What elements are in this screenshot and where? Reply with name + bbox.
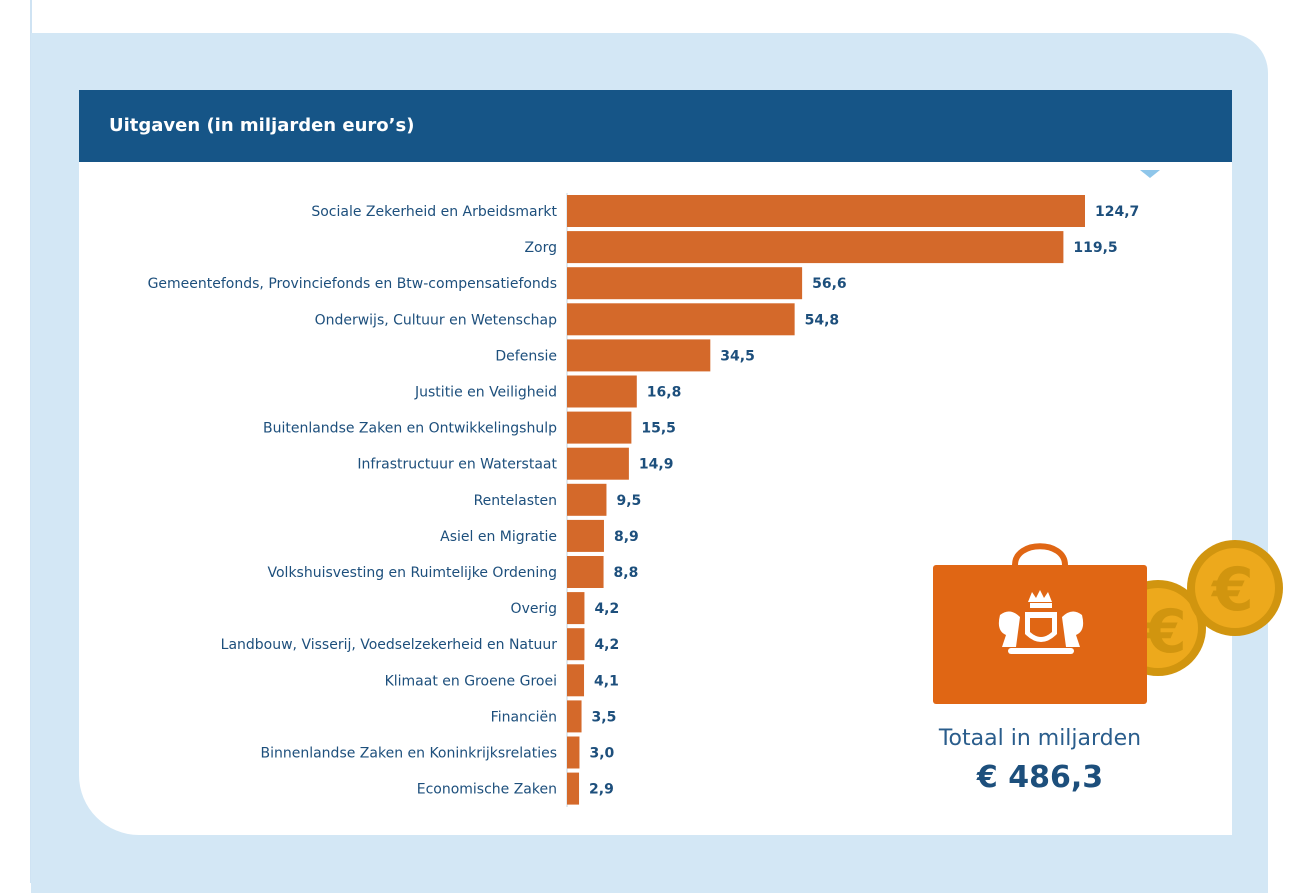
- value-label: 124,7: [1095, 204, 1139, 220]
- value-label: 16,8: [647, 385, 682, 401]
- bar: [567, 664, 585, 697]
- category-label: Landbouw, Visserij, Voedselzekerheid en …: [221, 637, 558, 653]
- total-value: € 486,3: [976, 760, 1104, 795]
- bar: [567, 736, 580, 769]
- bar: [567, 447, 629, 480]
- bar: [567, 483, 607, 516]
- category-label: Overig: [511, 601, 557, 617]
- triangle-marker-icon: [1140, 170, 1160, 178]
- bar: [567, 700, 582, 733]
- category-label: Klimaat en Groene Groei: [385, 673, 557, 689]
- value-label: 8,9: [614, 529, 639, 545]
- bar: [567, 411, 632, 444]
- value-label: 34,5: [720, 348, 755, 364]
- category-label: Sociale Zekerheid en Arbeidsmarkt: [311, 204, 557, 220]
- category-label: Asiel en Migratie: [440, 529, 557, 545]
- bar: [567, 339, 711, 372]
- category-label: Infrastructuur en Waterstaat: [357, 457, 557, 473]
- total-label: Totaal in miljarden: [938, 726, 1142, 751]
- category-label: Buitenlandse Zaken en Ontwikkelingshulp: [263, 421, 557, 437]
- value-label: 4,1: [594, 673, 619, 689]
- value-label: 4,2: [594, 637, 619, 653]
- category-label: Justitie en Veiligheid: [414, 385, 557, 401]
- bar: [567, 375, 637, 408]
- bar: [567, 303, 795, 336]
- category-label: Defensie: [495, 348, 557, 364]
- bar: [567, 772, 580, 805]
- value-label: 4,2: [594, 601, 619, 617]
- briefcase-coins-icon: € €: [933, 540, 1283, 704]
- value-label: 119,5: [1073, 240, 1117, 256]
- value-label: 3,0: [589, 746, 614, 762]
- value-label: 54,8: [805, 312, 840, 328]
- category-label: Onderwijs, Cultuur en Wetenschap: [315, 312, 558, 328]
- chart-title: Uitgaven (in miljarden euro’s): [79, 90, 1232, 162]
- bar: [567, 628, 585, 661]
- category-label: Financiën: [491, 709, 557, 725]
- value-label: 15,5: [641, 421, 676, 437]
- category-label: Volkshuisvesting en Ruimtelijke Ordening: [268, 565, 558, 581]
- value-label: 56,6: [812, 276, 847, 292]
- bar: [567, 267, 803, 300]
- bar: [567, 592, 585, 625]
- svg-text:€: €: [1210, 555, 1254, 625]
- category-label: Zorg: [524, 240, 557, 256]
- value-label: 9,5: [616, 493, 641, 509]
- value-label: 8,8: [614, 565, 639, 581]
- value-label: 2,9: [589, 782, 614, 798]
- category-label: Gemeentefonds, Provinciefonds en Btw-com…: [148, 276, 557, 292]
- value-label: 14,9: [639, 457, 674, 473]
- svg-text:€: €: [1143, 597, 1187, 667]
- bar: [567, 519, 604, 552]
- value-label: 3,5: [592, 709, 617, 725]
- category-label: Binnenlandse Zaken en Koninkrijksrelatie…: [260, 746, 557, 762]
- bar: [567, 231, 1064, 264]
- bar: [567, 556, 604, 588]
- bar: [567, 195, 1085, 227]
- category-label: Economische Zaken: [417, 782, 557, 798]
- category-label: Rentelasten: [474, 493, 557, 509]
